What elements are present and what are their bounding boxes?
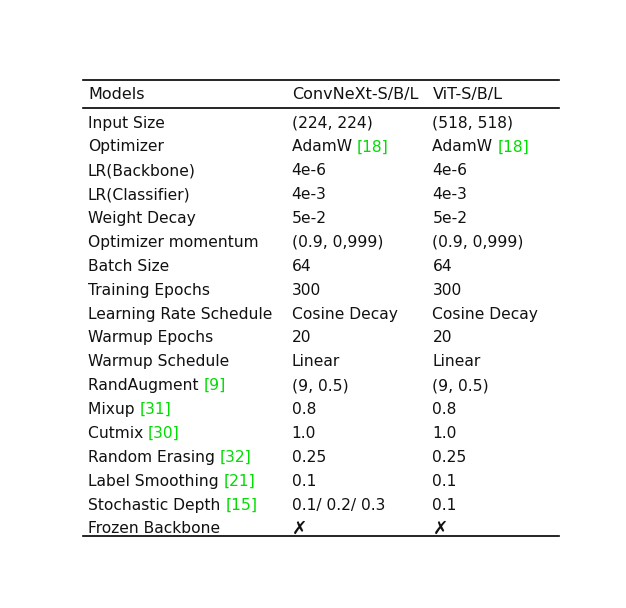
Text: Learning Rate Schedule: Learning Rate Schedule [88, 306, 272, 322]
Text: 0.25: 0.25 [292, 450, 326, 465]
Text: 0.8: 0.8 [433, 402, 457, 417]
Text: (9, 0.5): (9, 0.5) [433, 378, 489, 393]
Text: 0.1: 0.1 [433, 497, 457, 513]
Text: Linear: Linear [292, 354, 340, 369]
Text: [31]: [31] [140, 402, 171, 417]
Text: 0.1/ 0.2/ 0.3: 0.1/ 0.2/ 0.3 [292, 497, 385, 513]
Text: (0.9, 0,999): (0.9, 0,999) [433, 235, 524, 250]
Text: (224, 224): (224, 224) [292, 116, 372, 131]
Text: 64: 64 [292, 259, 312, 274]
Text: AdamW: AdamW [433, 139, 498, 154]
Text: Weight Decay: Weight Decay [88, 211, 196, 226]
Text: LR(Backbone): LR(Backbone) [88, 164, 196, 178]
Text: Cosine Decay: Cosine Decay [433, 306, 538, 322]
Text: ViT-S/B/L: ViT-S/B/L [433, 86, 503, 102]
Text: Batch Size: Batch Size [88, 259, 169, 274]
Text: 5e-2: 5e-2 [433, 211, 468, 226]
Text: [32]: [32] [220, 450, 252, 465]
Text: ✗: ✗ [433, 520, 448, 538]
Text: [15]: [15] [225, 497, 257, 513]
Text: 0.8: 0.8 [292, 402, 316, 417]
Text: 300: 300 [292, 283, 321, 298]
Text: 1.0: 1.0 [292, 426, 316, 441]
Text: Random Erasing: Random Erasing [88, 450, 220, 465]
Text: 4e-6: 4e-6 [433, 164, 468, 178]
Text: ✗: ✗ [292, 520, 307, 538]
Text: Optimizer momentum: Optimizer momentum [88, 235, 259, 250]
Text: 4e-3: 4e-3 [292, 187, 327, 202]
Text: Warmup Epochs: Warmup Epochs [88, 330, 213, 345]
Text: AdamW: AdamW [292, 139, 357, 154]
Text: Input Size: Input Size [88, 116, 165, 131]
Text: (9, 0.5): (9, 0.5) [292, 378, 348, 393]
Text: Cutmix: Cutmix [88, 426, 148, 441]
Text: 1.0: 1.0 [433, 426, 457, 441]
Text: 5e-2: 5e-2 [292, 211, 327, 226]
Text: [18]: [18] [498, 139, 529, 154]
Text: Models: Models [88, 86, 145, 102]
Text: 0.1: 0.1 [292, 474, 316, 489]
Text: (518, 518): (518, 518) [433, 116, 513, 131]
Text: Stochastic Depth: Stochastic Depth [88, 497, 225, 513]
Text: Mixup: Mixup [88, 402, 140, 417]
Text: [18]: [18] [357, 139, 389, 154]
Text: LR(Classifier): LR(Classifier) [88, 187, 190, 202]
Text: (0.9, 0,999): (0.9, 0,999) [292, 235, 383, 250]
Text: ConvNeXt-S/B/L: ConvNeXt-S/B/L [292, 86, 418, 102]
Text: 20: 20 [433, 330, 452, 345]
Text: RandAugment: RandAugment [88, 378, 203, 393]
Text: 20: 20 [292, 330, 311, 345]
Text: [30]: [30] [148, 426, 180, 441]
Text: Warmup Schedule: Warmup Schedule [88, 354, 229, 369]
Text: 4e-3: 4e-3 [433, 187, 467, 202]
Text: Optimizer: Optimizer [88, 139, 164, 154]
Text: Training Epochs: Training Epochs [88, 283, 210, 298]
Text: Frozen Backbone: Frozen Backbone [88, 522, 220, 536]
Text: 64: 64 [433, 259, 452, 274]
Text: Linear: Linear [433, 354, 481, 369]
Text: Label Smoothing: Label Smoothing [88, 474, 223, 489]
Text: 0.25: 0.25 [433, 450, 467, 465]
Text: 300: 300 [433, 283, 461, 298]
Text: 4e-6: 4e-6 [292, 164, 327, 178]
Text: [21]: [21] [223, 474, 255, 489]
Text: 0.1: 0.1 [433, 474, 457, 489]
Text: Cosine Decay: Cosine Decay [292, 306, 398, 322]
Text: [9]: [9] [203, 378, 225, 393]
